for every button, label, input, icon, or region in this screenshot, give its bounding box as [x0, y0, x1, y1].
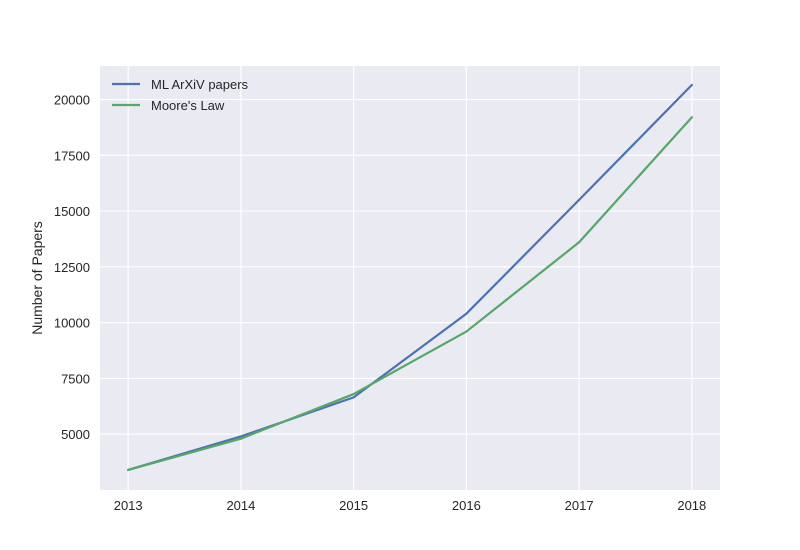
- legend: ML ArXiV papers Moore's Law: [112, 77, 249, 113]
- series-line-1: [127, 83, 693, 472]
- series-lines: [127, 83, 693, 472]
- legend-label: Moore's Law: [151, 98, 225, 113]
- x-tick-label: 2014: [226, 498, 255, 513]
- y-tick-label: 10000: [54, 316, 90, 331]
- y-axis-ticks: 5000 7500 10000 12500 15000 17500 20000: [54, 92, 90, 442]
- x-tick-label: 2017: [565, 498, 594, 513]
- y-tick-label: 15000: [54, 204, 90, 219]
- y-axis-label: Number of Papers: [29, 221, 45, 335]
- x-tick-label: 2013: [114, 498, 143, 513]
- y-tick-label: 20000: [54, 92, 90, 107]
- y-tick-label: 12500: [54, 260, 90, 275]
- x-axis-ticks: 2013 2014 2015 2016 2017 2018: [114, 498, 707, 513]
- legend-label: ML ArXiV papers: [151, 77, 249, 92]
- series-line-2: [127, 116, 693, 472]
- x-tick-label: 2016: [452, 498, 481, 513]
- grid-lines: [100, 66, 720, 490]
- x-tick-label: 2015: [339, 498, 368, 513]
- y-tick-label: 5000: [61, 427, 90, 442]
- plot-area: [100, 66, 720, 490]
- y-tick-label: 17500: [54, 148, 90, 163]
- x-tick-label: 2018: [677, 498, 706, 513]
- y-tick-label: 7500: [61, 371, 90, 386]
